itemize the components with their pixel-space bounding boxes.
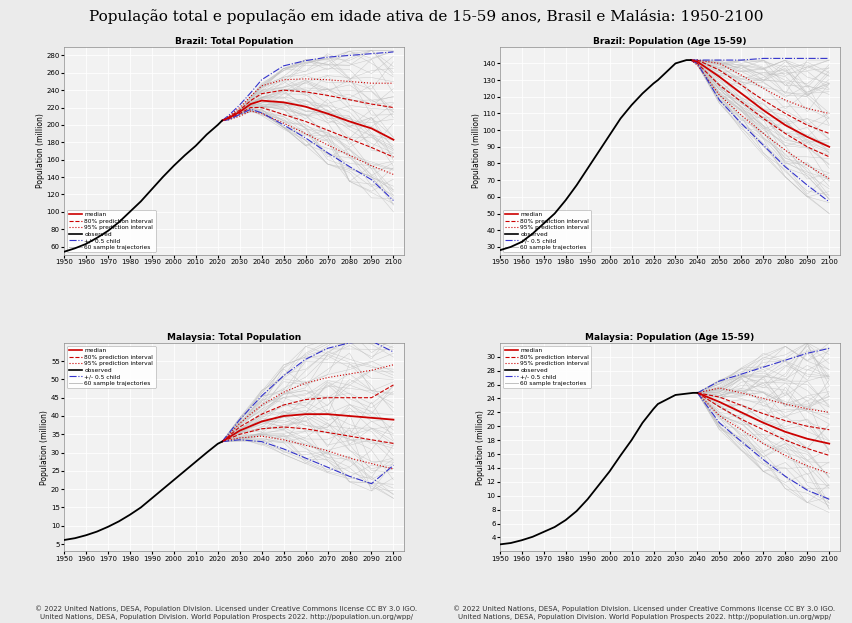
Legend: median, 80% prediction interval, 95% prediction interval, observed, +/- 0.5 chil: median, 80% prediction interval, 95% pre… <box>66 210 155 252</box>
Legend: median, 80% prediction interval, 95% prediction interval, observed, +/- 0.5 chil: median, 80% prediction interval, 95% pre… <box>502 210 590 252</box>
Text: © 2022 United Nations, DESA, Population Division. Licensed under Creative Common: © 2022 United Nations, DESA, Population … <box>452 605 834 620</box>
Text: © 2022 United Nations, DESA, Population Division. Licensed under Creative Common: © 2022 United Nations, DESA, Population … <box>35 605 417 620</box>
Text: População total e população em idade ativa de 15-59 anos, Brasil e Malásia: 1950: População total e população em idade ati… <box>89 9 763 24</box>
Legend: median, 80% prediction interval, 95% prediction interval, observed, +/- 0.5 chil: median, 80% prediction interval, 95% pre… <box>66 346 155 388</box>
Y-axis label: Population (million): Population (million) <box>471 113 481 188</box>
Title: Brazil: Total Population: Brazil: Total Population <box>175 37 293 46</box>
Y-axis label: Population (million): Population (million) <box>40 410 49 485</box>
Title: Brazil: Population (Age 15-59): Brazil: Population (Age 15-59) <box>592 37 746 46</box>
Legend: median, 80% prediction interval, 95% prediction interval, observed, +/- 0.5 chil: median, 80% prediction interval, 95% pre… <box>502 346 590 388</box>
Y-axis label: Population (million): Population (million) <box>36 113 45 188</box>
Title: Malaysia: Population (Age 15-59): Malaysia: Population (Age 15-59) <box>584 333 754 342</box>
Y-axis label: Population (million): Population (million) <box>475 410 485 485</box>
Title: Malaysia: Total Population: Malaysia: Total Population <box>167 333 301 342</box>
